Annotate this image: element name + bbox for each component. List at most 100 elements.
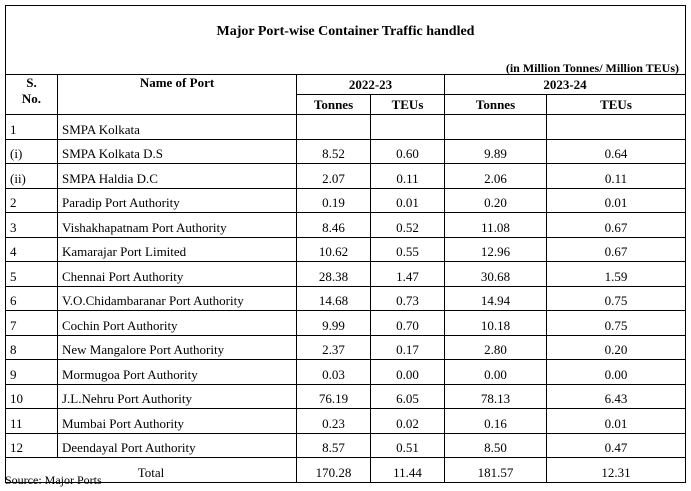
header-text: S. bbox=[26, 75, 37, 91]
total-label: Total bbox=[5, 457, 297, 483]
value-cell: 14.68 bbox=[296, 285, 371, 311]
value-cell: 0.16 bbox=[444, 408, 547, 434]
sno-cell: 7 bbox=[5, 310, 58, 336]
total-value: 181.57 bbox=[444, 457, 547, 483]
subheader-row: Tonnes TEUs Tonnes TEUs bbox=[6, 94, 686, 115]
value-cell: 0.67 bbox=[546, 212, 686, 238]
port-name: Deendayal Port Authority bbox=[57, 432, 297, 458]
sub-header: Tonnes bbox=[296, 94, 371, 115]
value-cell: 0.02 bbox=[370, 408, 445, 434]
port-name: J.L.Nehru Port Authority bbox=[57, 383, 297, 409]
value-cell bbox=[546, 114, 686, 140]
value-cell: 0.55 bbox=[370, 236, 445, 262]
value-cell: 9.89 bbox=[444, 138, 547, 164]
value-cell bbox=[296, 114, 371, 140]
value-cell: 28.38 bbox=[296, 261, 371, 287]
value-cell: 0.00 bbox=[370, 359, 445, 385]
value-cell: 0.01 bbox=[370, 187, 445, 213]
port-name: Mumbai Port Authority bbox=[57, 408, 297, 434]
value-cell: 8.52 bbox=[296, 138, 371, 164]
sno-cell: (ii) bbox=[5, 163, 58, 189]
value-cell: 0.00 bbox=[444, 359, 547, 385]
year-header: 2022-23 bbox=[296, 74, 445, 95]
value-cell: 0.51 bbox=[370, 432, 445, 458]
value-cell: 0.11 bbox=[546, 163, 686, 189]
data-row: 10 J.L.Nehru Port Authority 76.19 6.05 78.13… bbox=[5, 383, 686, 409]
value-cell: 0.23 bbox=[296, 408, 371, 434]
port-name: SMPA Kolkata bbox=[57, 114, 297, 140]
value-cell: 2.80 bbox=[444, 334, 547, 360]
value-cell: 1.59 bbox=[546, 261, 686, 287]
sub-header: TEUs bbox=[546, 94, 686, 115]
data-row: 11 Mumbai Port Authority 0.23 0.02 0.16 0.01 bbox=[5, 408, 686, 434]
value-cell: 2.07 bbox=[296, 163, 371, 189]
port-name: New Mangalore Port Authority bbox=[57, 334, 297, 360]
value-cell: 9.99 bbox=[296, 310, 371, 336]
data-row: 7 Cochin Port Authority 9.99 0.70 10.18 0.75 bbox=[5, 310, 686, 336]
value-cell: 6.43 bbox=[546, 383, 686, 409]
value-cell: 0.00 bbox=[546, 359, 686, 385]
value-cell: 10.18 bbox=[444, 310, 547, 336]
data-row: 5 Chennai Port Authority 28.38 1.47 30.68 1.5… bbox=[5, 261, 686, 287]
title: Major Port-wise Container Traffic handle… bbox=[216, 24, 475, 39]
total-value: 11.44 bbox=[370, 457, 445, 483]
year-header: 2023-24 bbox=[444, 74, 686, 95]
value-cell: 6.05 bbox=[370, 383, 445, 409]
value-cell: 0.20 bbox=[444, 187, 547, 213]
value-cell: 0.52 bbox=[370, 212, 445, 238]
sno-cell: 4 bbox=[5, 236, 58, 262]
sno-cell: 10 bbox=[5, 383, 58, 409]
port-name: Mormugoa Port Authority bbox=[57, 359, 297, 385]
data-row: 6 V.O.Chidambaranar Port Authority 14.68 0.… bbox=[5, 285, 686, 311]
value-cell: 12.96 bbox=[444, 236, 547, 262]
sno-cell: 3 bbox=[5, 212, 58, 238]
port-name: Cochin Port Authority bbox=[57, 310, 297, 336]
sno-cell: 1 bbox=[5, 114, 58, 140]
source: Source: Major Ports bbox=[5, 473, 102, 487]
value-cell: 11.08 bbox=[444, 212, 547, 238]
sno-cell: 2 bbox=[5, 187, 58, 213]
port-name: Paradip Port Authority bbox=[57, 187, 297, 213]
value-cell: 30.68 bbox=[444, 261, 547, 287]
sno-cell: 6 bbox=[5, 285, 58, 311]
data-row: 8 New Mangalore Port Authority 2.37 0.17 2.8… bbox=[5, 334, 686, 360]
sno-cell: 12 bbox=[5, 432, 58, 458]
value-cell: 14.94 bbox=[444, 285, 547, 311]
value-cell: 0.20 bbox=[546, 334, 686, 360]
value-cell: 0.03 bbox=[296, 359, 371, 385]
header-row: S. No. Name of Port 2022-23 2023-24 bbox=[5, 74, 686, 115]
value-cell: 0.01 bbox=[546, 408, 686, 434]
sno-cell: 8 bbox=[5, 334, 58, 360]
value-cell: 0.70 bbox=[370, 310, 445, 336]
data-row: 1 SMPA Kolkata bbox=[5, 114, 686, 140]
value-cell: 2.06 bbox=[444, 163, 547, 189]
value-cell: 0.75 bbox=[546, 285, 686, 311]
data-row: 4 Kamarajar Port Limited 10.62 0.55 12.96 0.6… bbox=[5, 236, 686, 262]
value-cell: 0.01 bbox=[546, 187, 686, 213]
sno-cell: (i) bbox=[5, 138, 58, 164]
value-cell: 8.57 bbox=[296, 432, 371, 458]
value-cell: 10.62 bbox=[296, 236, 371, 262]
value-cell: 0.64 bbox=[546, 138, 686, 164]
value-cell: 0.47 bbox=[546, 432, 686, 458]
value-cell: 8.50 bbox=[444, 432, 547, 458]
value-cell: 0.11 bbox=[370, 163, 445, 189]
traffic-table: Major Port-wise Container Traffic handle… bbox=[5, 5, 686, 483]
data-row: (i) SMPA Kolkata D.S 8.52 0.60 9.89 0.64 bbox=[5, 138, 686, 164]
table-body: Major Port-wise Container Traffic handle… bbox=[5, 5, 686, 483]
value-cell: 0.19 bbox=[296, 187, 371, 213]
value-cell bbox=[444, 114, 547, 140]
sno-header: S. No. bbox=[5, 74, 58, 115]
data-row: (ii) SMPA Haldia D.C 2.07 0.11 2.06 0.11 bbox=[5, 163, 686, 189]
value-cell: 8.46 bbox=[296, 212, 371, 238]
data-row: 3 Vishakhapatnam Port Authority 8.46 0.52 11… bbox=[5, 212, 686, 238]
data-row: 12 Deendayal Port Authority 8.57 0.51 8.50 0.… bbox=[5, 432, 686, 458]
unit-note: (in Million Tonnes/ Million TEUs) bbox=[505, 61, 679, 75]
sno-cell: 5 bbox=[5, 261, 58, 287]
title-cell: Major Port-wise Container Traffic handle… bbox=[5, 5, 686, 75]
port-name: Vishakhapatnam Port Authority bbox=[57, 212, 297, 238]
value-cell: 0.75 bbox=[546, 310, 686, 336]
value-cell: 0.73 bbox=[370, 285, 445, 311]
port-name: SMPA Haldia D.C bbox=[57, 163, 297, 189]
